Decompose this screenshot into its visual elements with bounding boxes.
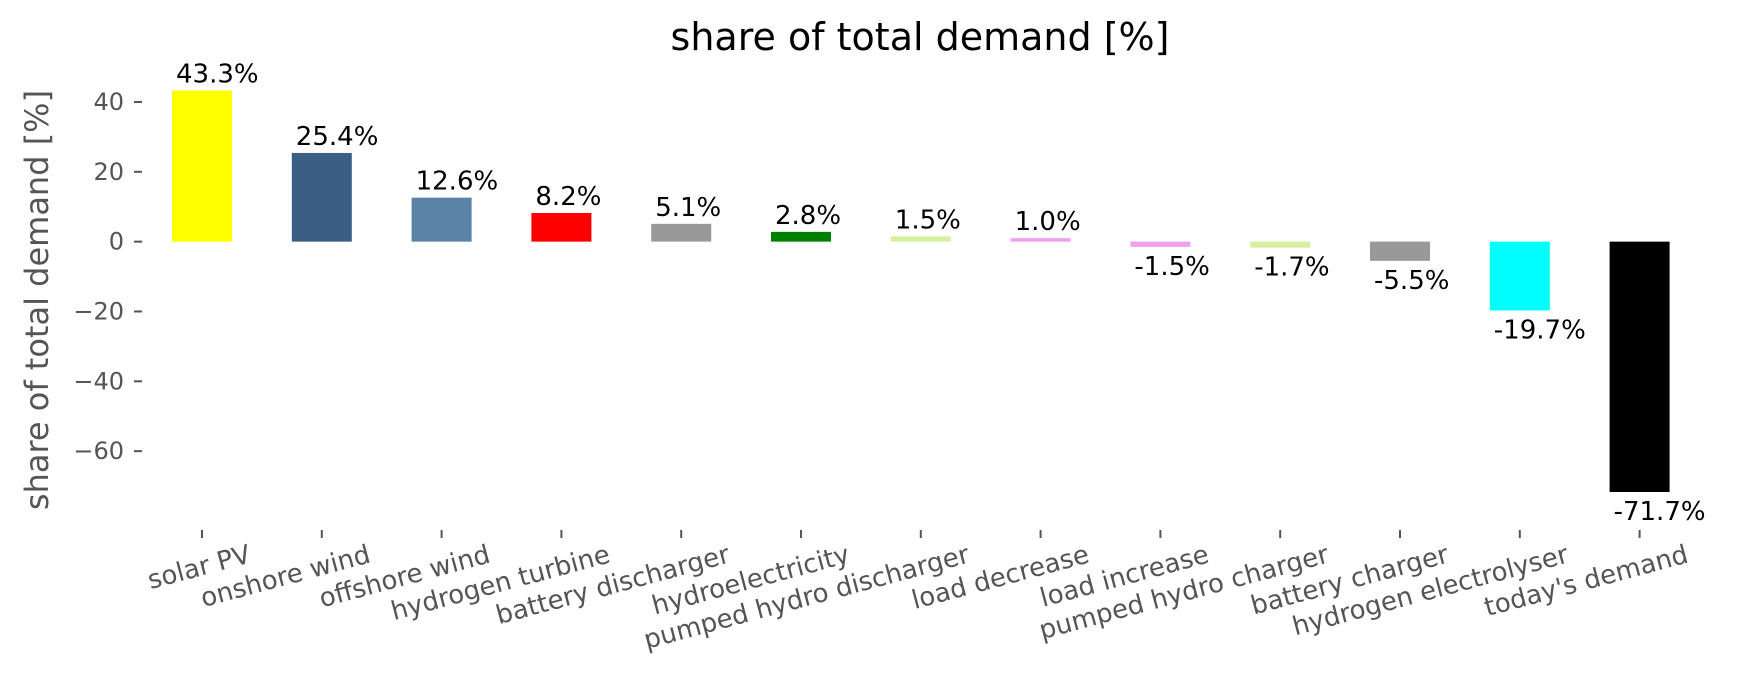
y-tick-label: 0 (109, 228, 124, 256)
bar (1489, 241, 1550, 311)
data-label: 12.6% (416, 167, 499, 197)
data-label: -71.7% (1614, 497, 1706, 527)
y-tick-label: −20 (73, 297, 124, 325)
bar (1010, 238, 1071, 242)
y-axis-label: share of total demand [%] (18, 90, 56, 510)
bar (890, 236, 951, 242)
y-axis: 40 20 0 −20 −40 −60 (73, 88, 142, 465)
data-label: -1.7% (1254, 253, 1329, 283)
chart-title: share of total demand [%] (671, 15, 1170, 59)
bar (172, 90, 232, 242)
data-label: 43.3% (176, 59, 259, 89)
y-tick-label: 40 (93, 88, 124, 116)
data-label: 1.0% (1015, 207, 1081, 237)
bar (1130, 241, 1191, 247)
bar (1250, 241, 1311, 248)
data-label: 2.8% (775, 201, 841, 231)
data-label: 8.2% (535, 182, 601, 212)
bar (1609, 241, 1670, 493)
bar (531, 213, 592, 242)
y-tick-label: 20 (93, 158, 124, 186)
data-label: -19.7% (1494, 315, 1586, 345)
bar (771, 231, 831, 242)
data-label: 1.5% (895, 205, 961, 235)
bars: 43.3% 25.4% 12.6% 8.2% 5.1% 2.8% 1.5% 1.0% -1.5%… (172, 59, 1706, 527)
bar (651, 223, 712, 242)
data-label: -5.5% (1374, 266, 1449, 296)
data-label: 25.4% (296, 122, 379, 152)
bar (291, 152, 352, 242)
y-tick-label: −40 (73, 367, 124, 395)
data-label: 5.1% (655, 193, 721, 223)
y-tick-label: −60 (73, 437, 124, 465)
data-label: -1.5% (1134, 252, 1209, 282)
bar (411, 197, 472, 242)
bar (1370, 241, 1430, 261)
